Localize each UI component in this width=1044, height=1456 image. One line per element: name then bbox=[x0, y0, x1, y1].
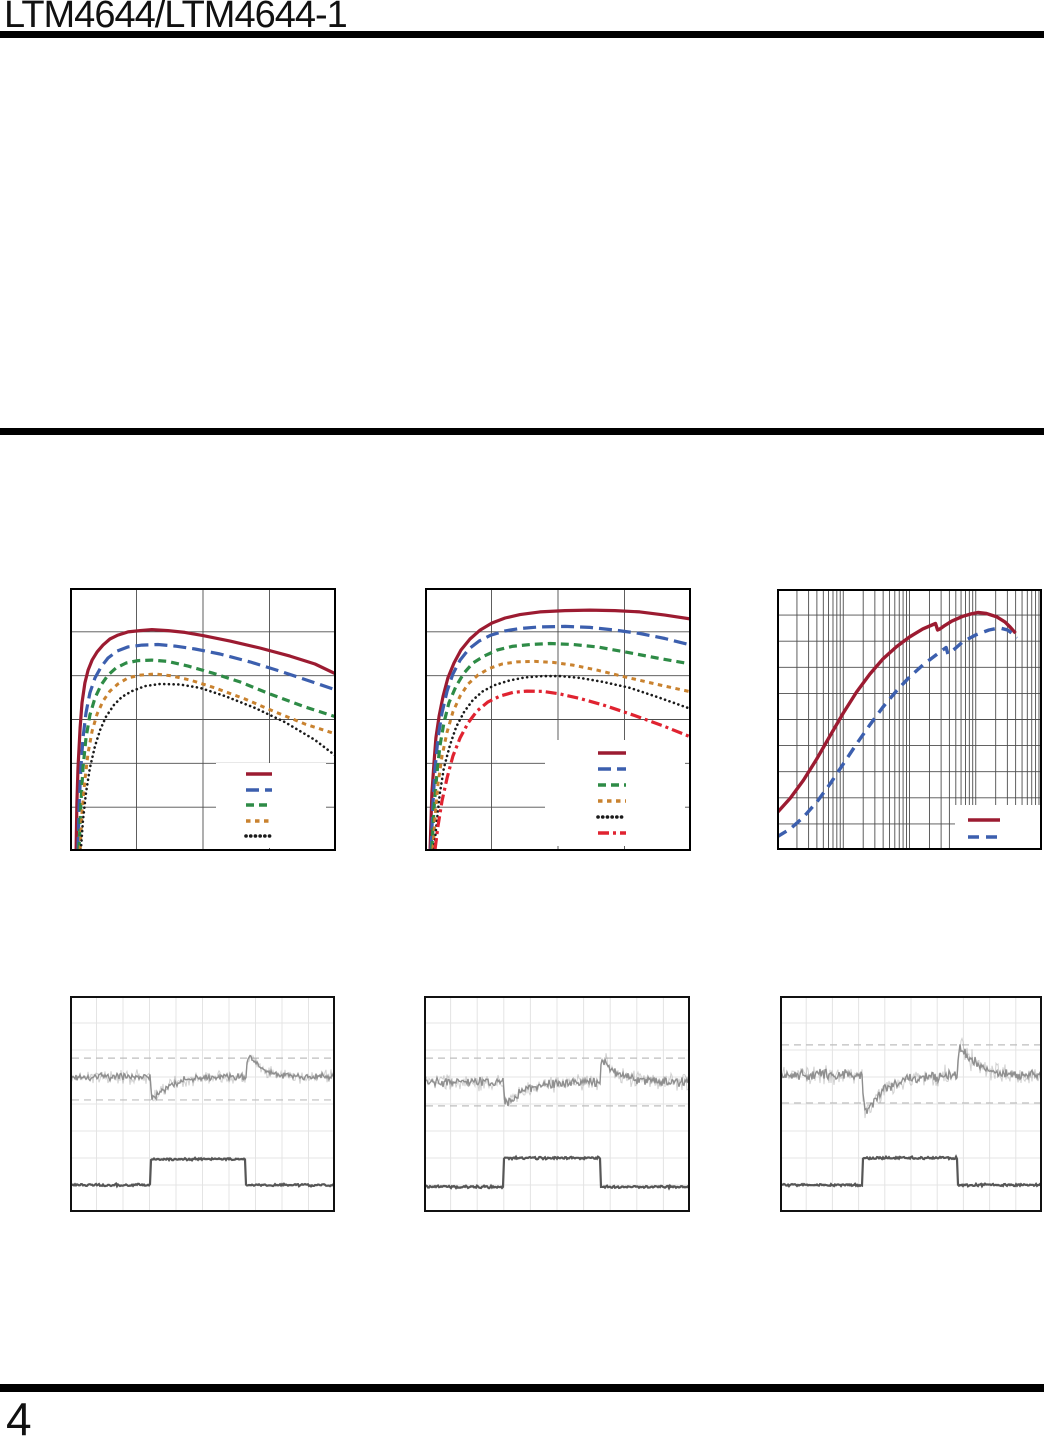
header-rule bbox=[0, 31, 1044, 38]
transient-scope-1 bbox=[70, 996, 335, 1212]
section-divider-rule bbox=[0, 428, 1044, 435]
page-title: LTM4644/LTM4644-1 bbox=[4, 0, 348, 36]
efficiency-chart-2-plot bbox=[425, 588, 691, 851]
efficiency-chart-2 bbox=[425, 588, 691, 851]
transient-scope-1-plot bbox=[70, 996, 335, 1212]
efficiency-chart-1 bbox=[70, 588, 336, 851]
transient-scope-2-plot bbox=[424, 996, 690, 1212]
footer-rule bbox=[0, 1384, 1044, 1392]
transient-scope-2 bbox=[424, 996, 690, 1212]
log-scale-efficiency-chart-plot bbox=[777, 589, 1042, 850]
transient-scope-3-plot bbox=[780, 996, 1042, 1212]
efficiency-chart-1-plot bbox=[70, 588, 336, 851]
transient-scope-3 bbox=[780, 996, 1042, 1212]
page-number: 4 bbox=[6, 1393, 32, 1445]
log-scale-efficiency-chart bbox=[777, 589, 1042, 850]
